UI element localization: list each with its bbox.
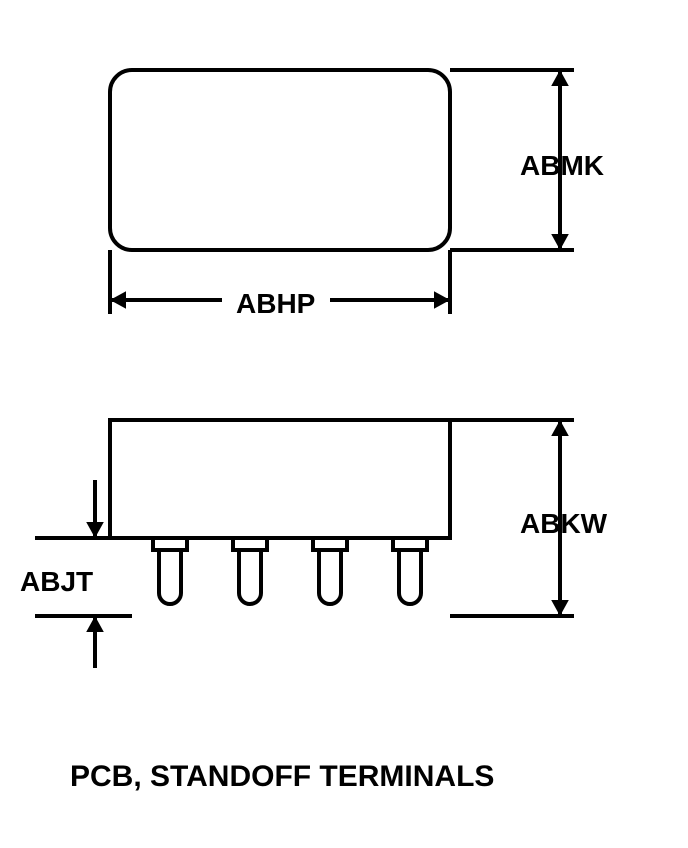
dim-label-abhp: ABHP — [230, 288, 321, 320]
diagram-caption: PCB, STANDOFF TERMINALS — [70, 760, 494, 794]
dim-label-abkw: ABKW — [520, 508, 607, 540]
dim-label-abjt: ABJT — [20, 566, 93, 598]
dim-label-abmk: ABMK — [520, 150, 604, 182]
